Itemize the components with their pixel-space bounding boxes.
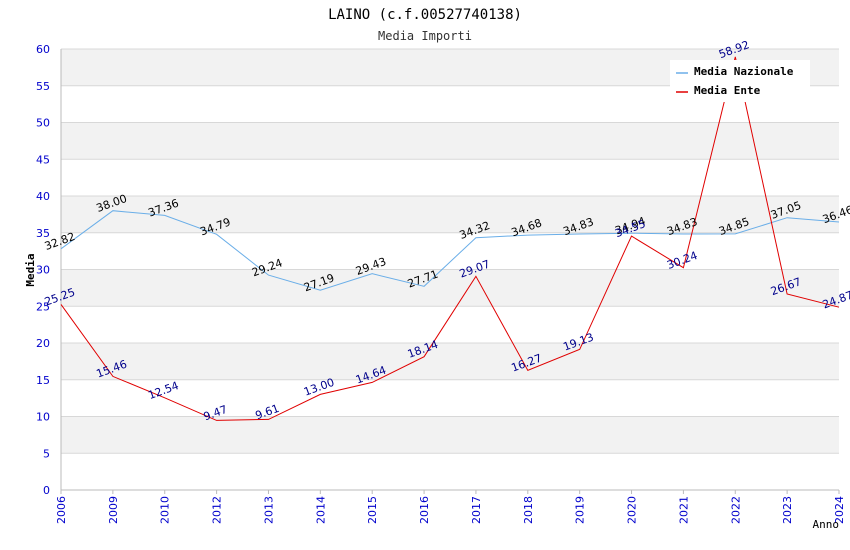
legend: Media Nazionale Media Ente <box>670 60 810 102</box>
x-tick-labels: 2006 2009 2010 2012 2013 2014 2015 2016 2017 2018… <box>55 496 846 524</box>
chart-subtitle: Media Importi <box>378 29 472 43</box>
grid-band <box>61 122 839 160</box>
x-tick-label: 2018 <box>522 496 535 524</box>
x-tick-label: 2022 <box>729 496 742 524</box>
y-tick-label: 45 <box>36 153 50 166</box>
y-tick-label: 10 <box>36 411 50 424</box>
data-label-media-ente: 12.54 <box>147 379 181 402</box>
grid-band <box>61 343 839 380</box>
y-tick-label: 50 <box>36 117 50 130</box>
y-tick-label: 0 <box>43 484 50 497</box>
y-tick-label: 5 <box>43 447 50 460</box>
series-lines <box>60 56 840 421</box>
x-tick-label: 2012 <box>211 496 224 524</box>
legend-label-media-nazionale: Media Nazionale <box>694 65 794 78</box>
legend-box <box>670 60 810 102</box>
legend-label-media-ente: Media Ente <box>694 84 761 97</box>
y-tick-label: 30 <box>36 264 50 277</box>
grid-band <box>61 416 839 454</box>
series-line-media-ente <box>60 56 840 421</box>
x-tick-label: 2020 <box>626 496 639 524</box>
x-tick-label: 2013 <box>262 496 275 524</box>
data-label-media-ente: 30.24 <box>665 249 699 272</box>
y-tick-label: 20 <box>36 337 50 350</box>
y-axis-label: Media <box>24 253 37 286</box>
axes <box>60 49 840 494</box>
y-tick-labels: 0 5 10 15 20 25 30 35 40 45 50 55 60 <box>36 43 50 497</box>
y-tick-label: 40 <box>36 190 50 203</box>
x-tick-label: 2006 <box>55 496 68 524</box>
x-tick-label: 2010 <box>159 496 172 524</box>
x-tick-label: 2009 <box>107 496 120 524</box>
x-tick-label: 2016 <box>418 496 431 524</box>
x-tick-label: 2024 <box>833 496 846 524</box>
x-tick-label: 2014 <box>314 496 327 524</box>
x-tick-label: 2021 <box>677 496 690 524</box>
grid-band <box>61 269 839 307</box>
x-tick-label: 2023 <box>781 496 794 524</box>
x-axis-label: Anno <box>813 518 840 531</box>
x-tick-label: 2017 <box>470 496 483 524</box>
y-tick-label: 15 <box>36 374 50 387</box>
series-line-media-nazionale <box>60 210 840 291</box>
y-tick-label: 25 <box>36 300 50 313</box>
y-tick-label: 60 <box>36 43 50 56</box>
y-tick-label: 35 <box>36 227 50 240</box>
x-tick-label: 2015 <box>366 496 379 524</box>
x-tick-label: 2019 <box>574 496 587 524</box>
y-tick-label: 55 <box>36 80 50 93</box>
chart-title: LAINO (c.f.00527740138) <box>328 7 522 23</box>
grid-band <box>61 196 839 233</box>
